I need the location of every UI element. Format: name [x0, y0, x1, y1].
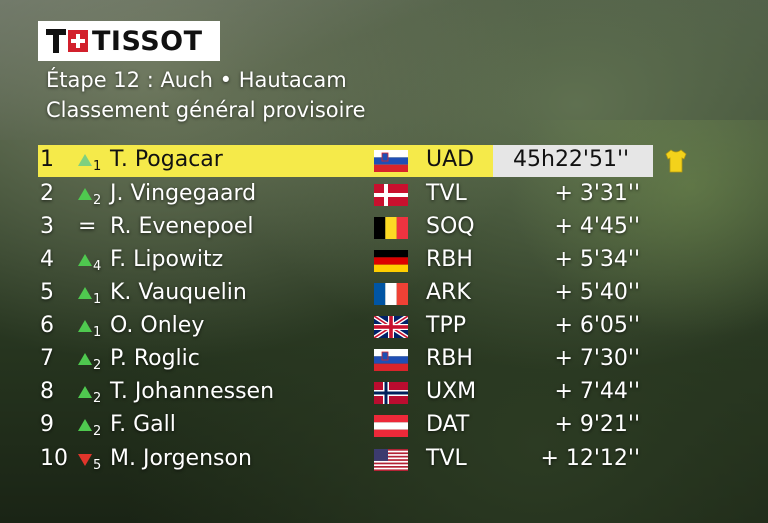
team-code: RBH: [426, 247, 473, 272]
team-code: DAT: [426, 412, 470, 437]
standings-row-2: 2 2 J. Vingegaard TVL + 3'31'': [38, 179, 658, 211]
team-code: TVL: [426, 181, 467, 206]
movement-count: 5: [93, 458, 102, 473]
germany-flag-icon: [374, 250, 408, 272]
time-gap: + 6'05'': [554, 313, 640, 338]
rider-name: M. Jorgenson: [110, 446, 252, 471]
standings-row-7: 7 2 P. Roglic RBH + 7'30'': [38, 344, 658, 376]
swiss-cross-icon: [68, 30, 88, 52]
stage-title: Étape 12 : Auch • Hautacam: [46, 68, 347, 92]
time-gap: + 7'30'': [554, 346, 640, 371]
arrow-up-icon: [78, 353, 92, 365]
rider-name: J. Vingegaard: [110, 181, 257, 206]
standings-row-5: 5 1 K. Vauquelin ARK + 5'40'': [38, 278, 658, 310]
rider-name: T. Johannessen: [110, 379, 275, 404]
movement-count: 2: [93, 391, 102, 406]
slovenia-flag-icon: [374, 349, 408, 371]
rider-name: F. Lipowitz: [110, 247, 224, 272]
standings-row-9: 9 2 F. Gall DAT + 9'21'': [38, 410, 658, 442]
position: 2: [40, 181, 54, 206]
position: 7: [40, 346, 54, 371]
movement-count: 2: [93, 193, 102, 208]
team-code: TVL: [426, 446, 467, 471]
time-gap: + 7'44'': [554, 379, 640, 404]
movement-indicator: 2: [74, 410, 108, 442]
total-time-box: 45h22'51'': [493, 145, 653, 177]
rider-name: K. Vauquelin: [110, 280, 247, 305]
time-gap: + 5'40'': [554, 280, 640, 305]
team-code: ARK: [426, 280, 471, 305]
arrow-up-icon: [78, 154, 92, 166]
arrow-up-icon: [78, 419, 92, 431]
slovenia-flag-icon: [374, 150, 408, 172]
movement-count: 1: [93, 292, 102, 307]
standings-row-1: 1 1 T. Pogacar UAD 45h22'51'': [38, 145, 687, 177]
austria-flag-icon: [374, 415, 408, 437]
time-gap: + 4'45'': [554, 214, 640, 239]
yellow-jersey-icon: [665, 149, 687, 173]
arrow-up-icon: [78, 188, 92, 200]
team-code: SOQ: [426, 214, 475, 239]
logo-text: TISSOT: [92, 25, 203, 57]
team-code: UXM: [426, 379, 477, 404]
standings-row-4: 4 4 F. Lipowitz RBH + 5'34'': [38, 245, 658, 277]
movement-indicator: 2: [74, 179, 108, 211]
movement-indicator: =: [74, 212, 108, 244]
standings-row-6: 6 1 O. Onley TPP + 6'05'': [38, 311, 658, 343]
movement-indicator: 2: [74, 344, 108, 376]
denmark-flag-icon: [374, 184, 408, 206]
time-gap: + 9'21'': [554, 412, 640, 437]
france-flag-icon: [374, 283, 408, 305]
position: 5: [40, 280, 54, 305]
team-code: TPP: [426, 313, 466, 338]
total-time: 45h22'51'': [513, 147, 630, 172]
position: 6: [40, 313, 54, 338]
position: 8: [40, 379, 54, 404]
usa-flag-icon: [374, 449, 408, 471]
time-gap: + 3'31'': [554, 181, 640, 206]
position: 1: [40, 147, 54, 172]
belgium-flag-icon: [374, 217, 408, 239]
rider-name: T. Pogacar: [110, 147, 223, 172]
movement-indicator: 1: [74, 311, 108, 343]
movement-indicator: 4: [74, 245, 108, 277]
standings-row-8: 8 2 T. Johannessen UXM + 7'44'': [38, 377, 658, 409]
position: 4: [40, 247, 54, 272]
time-gap: + 12'12'': [540, 446, 640, 471]
movement-indicator: 1: [74, 278, 108, 310]
arrow-up-icon: [78, 386, 92, 398]
position: 3: [40, 214, 54, 239]
position: 9: [40, 412, 54, 437]
standings-subtitle: Classement général provisoire: [46, 98, 366, 122]
movement-count: 4: [93, 259, 102, 274]
uk-flag-icon: [374, 316, 408, 338]
no-change-icon: =: [78, 214, 97, 239]
rider-name: R. Evenepoel: [110, 214, 254, 239]
position: 10: [40, 446, 68, 471]
team-code: RBH: [426, 346, 473, 371]
team-code: UAD: [426, 147, 475, 172]
movement-indicator: 1: [74, 145, 108, 177]
movement-count: 2: [93, 424, 102, 439]
movement-indicator: 5: [74, 444, 108, 476]
arrow-down-icon: [78, 454, 92, 466]
tissot-logo: TISSOT: [38, 21, 220, 61]
time-gap: + 5'34'': [554, 247, 640, 272]
tissot-t-mark-icon: [46, 29, 66, 53]
movement-indicator: 2: [74, 377, 108, 409]
movement-count: 1: [93, 159, 102, 174]
standings-row-3: 3 = R. Evenepoel SOQ + 4'45'': [38, 212, 658, 244]
movement-count: 1: [93, 325, 102, 340]
norway-flag-icon: [374, 382, 408, 404]
rider-name: O. Onley: [110, 313, 205, 338]
arrow-up-icon: [78, 254, 92, 266]
rider-name: F. Gall: [110, 412, 176, 437]
arrow-up-icon: [78, 320, 92, 332]
arrow-up-icon: [78, 287, 92, 299]
standings-row-10: 10 5 M. Jorgenson TVL + 12'12'': [38, 444, 658, 476]
movement-count: 2: [93, 358, 102, 373]
rider-name: P. Roglic: [110, 346, 200, 371]
